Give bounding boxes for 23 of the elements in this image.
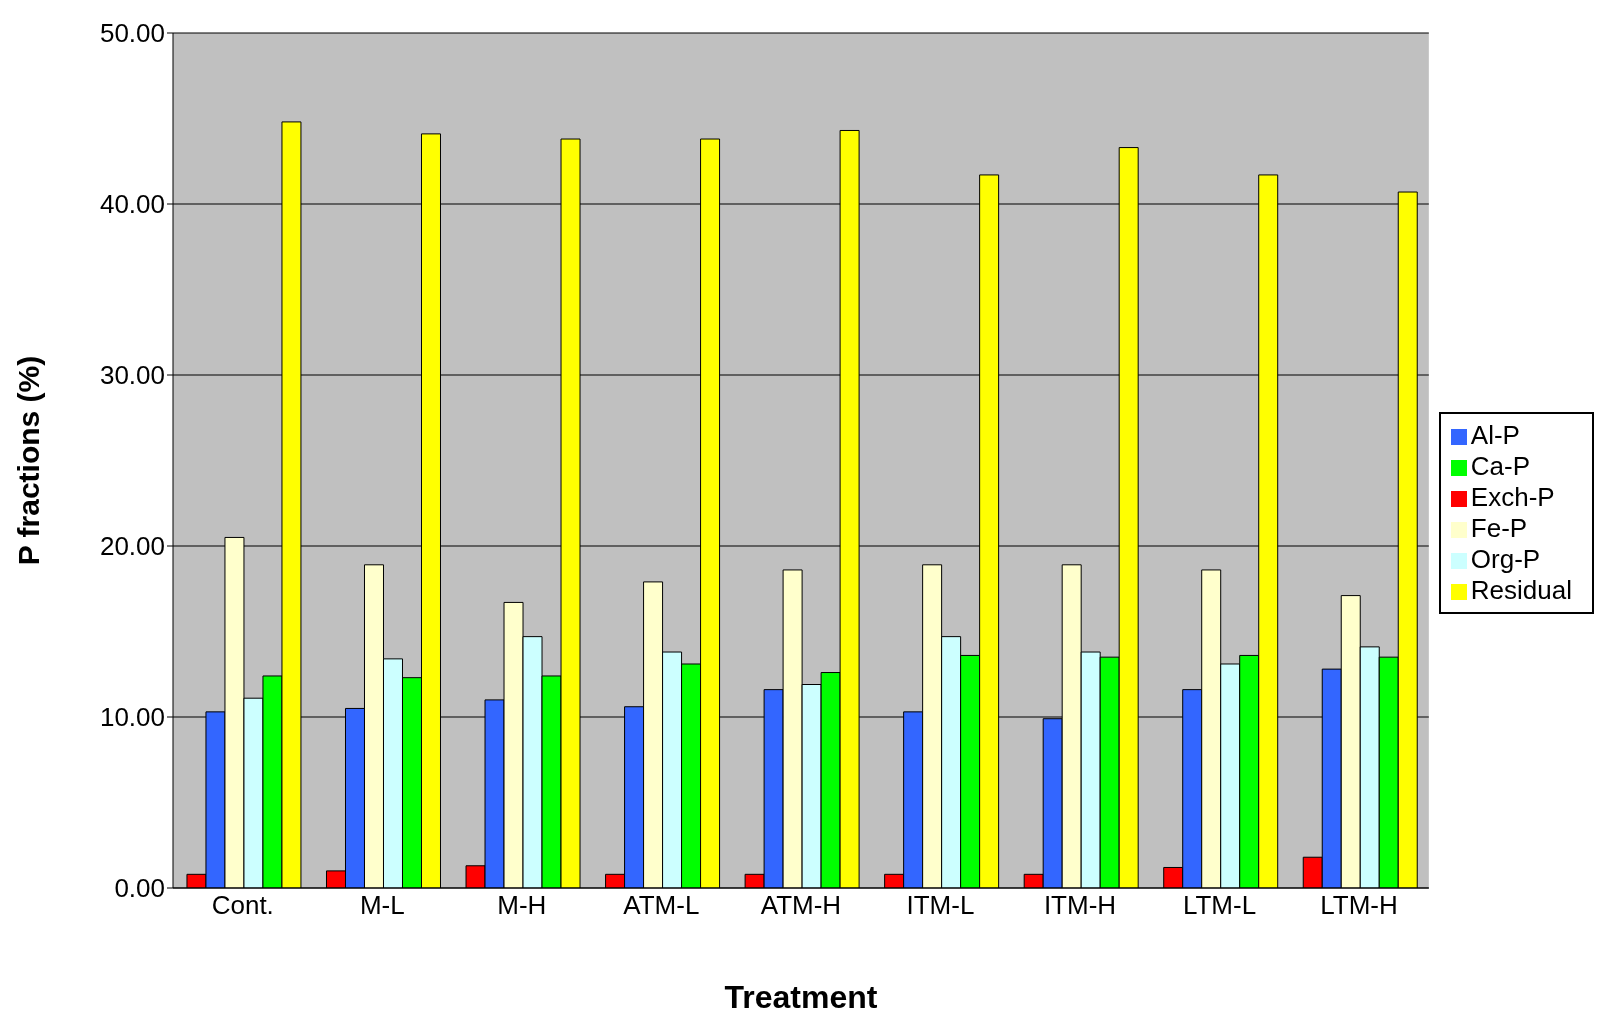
x-tick-label: M-L — [359, 890, 405, 921]
x-tick-label: LTM-H — [1320, 890, 1398, 921]
x-tick-label: ATM-H — [760, 890, 842, 921]
legend-label: Fe-P — [1470, 513, 1528, 543]
y-tick-label: 20.00 — [99, 531, 165, 562]
x-axis-title: Treatment — [724, 979, 878, 1015]
x-tick-label: ITM-L — [906, 890, 975, 921]
y-tick-label: 40.00 — [99, 189, 165, 220]
y-axis-title: P fractions (%) — [11, 355, 45, 566]
x-tick-label: ATM-L — [623, 890, 700, 921]
legend-label: Al-P — [1470, 420, 1520, 450]
legend-label: Ca-P — [1470, 451, 1531, 481]
x-tick-label: M-H — [497, 890, 547, 921]
y-tick-label: 10.00 — [99, 702, 165, 733]
x-tick-label: Cont. — [211, 890, 274, 921]
x-tick-label: LTM-L — [1182, 890, 1257, 921]
x-tick-label: ITM-H — [1043, 890, 1117, 921]
y-tick-label: 30.00 — [99, 360, 165, 391]
legend-label: Exch-P — [1470, 482, 1555, 512]
legend-label: Org-P — [1470, 544, 1541, 574]
y-tick-label: 50.00 — [99, 18, 165, 49]
y-tick-label: 0.00 — [114, 873, 165, 904]
legend-label: Residual — [1470, 575, 1572, 605]
